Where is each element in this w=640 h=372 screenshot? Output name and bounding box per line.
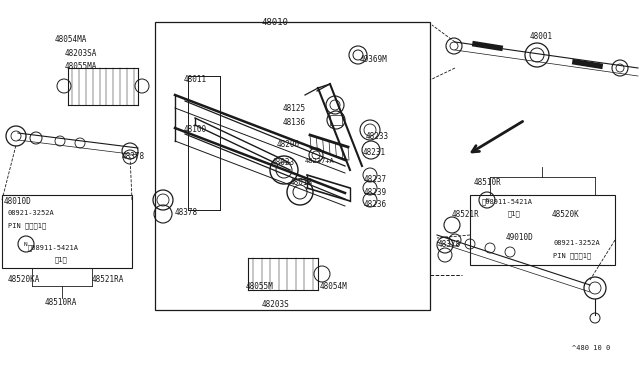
Text: 48237+A: 48237+A [305, 158, 335, 164]
Text: 49369M: 49369M [360, 55, 388, 64]
Text: 48200: 48200 [277, 140, 300, 149]
Text: 48054M: 48054M [320, 282, 348, 291]
Text: 48100: 48100 [184, 125, 207, 134]
Text: PIN ピン（1）: PIN ピン（1） [8, 222, 46, 229]
Text: 48055M: 48055M [246, 282, 274, 291]
Text: 48521RA: 48521RA [92, 275, 124, 284]
Text: 48231: 48231 [363, 148, 386, 157]
Text: 48023: 48023 [272, 158, 295, 167]
Text: N: N [24, 241, 28, 247]
Text: 48239: 48239 [364, 188, 387, 197]
Text: 48237: 48237 [364, 175, 387, 184]
Text: （1）: （1） [508, 210, 521, 217]
Text: 48510RA: 48510RA [45, 298, 77, 307]
Text: PIN ピン（1）: PIN ピン（1） [553, 252, 591, 259]
Text: 49010D: 49010D [506, 233, 534, 242]
Text: ⓝ08911-5421A: ⓝ08911-5421A [482, 198, 533, 205]
Text: （1）: （1） [55, 256, 68, 263]
Text: ^480 10 0: ^480 10 0 [572, 345, 611, 351]
Text: 48378: 48378 [175, 208, 198, 217]
Text: 48125: 48125 [283, 104, 306, 113]
Text: 48055MA: 48055MA [65, 62, 97, 71]
Text: 48018: 48018 [290, 178, 313, 187]
Text: 48011: 48011 [184, 75, 207, 84]
Text: 48054MA: 48054MA [55, 35, 88, 44]
Text: 48203S: 48203S [262, 300, 290, 309]
Text: 08921-3252A: 08921-3252A [8, 210, 55, 216]
Text: 48520KA: 48520KA [8, 275, 40, 284]
Text: 48520K: 48520K [552, 210, 580, 219]
Text: 08921-3252A: 08921-3252A [553, 240, 600, 246]
Text: 48001: 48001 [530, 32, 553, 41]
Text: 48378: 48378 [438, 240, 461, 249]
Text: 48136: 48136 [283, 118, 306, 127]
Text: 48010: 48010 [262, 18, 289, 27]
Text: 48236: 48236 [364, 200, 387, 209]
Text: 48233: 48233 [366, 132, 389, 141]
Text: 48510R: 48510R [474, 178, 502, 187]
Text: 48203SA: 48203SA [65, 49, 97, 58]
Text: ⓝ08911-5421A: ⓝ08911-5421A [28, 244, 79, 251]
Text: 48521R: 48521R [452, 210, 480, 219]
Text: N: N [485, 198, 489, 202]
Text: 48378: 48378 [122, 152, 145, 161]
Text: 48010D: 48010D [4, 197, 32, 206]
